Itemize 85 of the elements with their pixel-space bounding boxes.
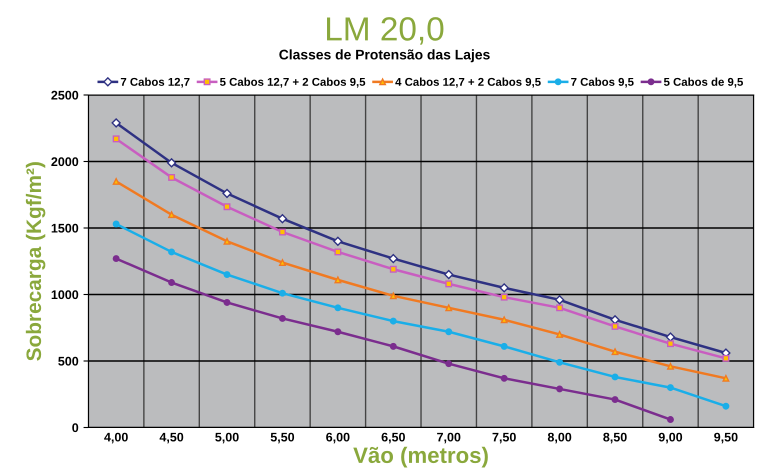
point <box>224 299 230 306</box>
legend-label: 7 Cabos 9,5 <box>571 78 634 88</box>
point <box>612 396 619 404</box>
x-tick-label: 4,50 <box>160 432 184 444</box>
point <box>334 276 342 284</box>
legend-label: 5 Cabos de 9,5 <box>664 78 743 88</box>
x-tick-label: 6,50 <box>382 432 405 444</box>
y-tick-label: 2500 <box>51 90 78 100</box>
point <box>224 238 230 245</box>
point <box>612 373 619 380</box>
x-tick-label: 7,00 <box>437 432 460 444</box>
point <box>390 266 397 273</box>
y-axis-title: Sobrecarga (Kgf/m²) <box>26 162 46 361</box>
point <box>667 416 674 423</box>
point <box>278 228 286 236</box>
point <box>334 328 342 336</box>
point <box>444 270 454 280</box>
point <box>667 362 674 370</box>
legend-label: 4 Cabos 12,7 + 2 Cabos 9,5 <box>395 78 541 88</box>
x-tick-label: 4,00 <box>104 432 128 444</box>
point <box>722 354 730 362</box>
point <box>278 259 286 266</box>
point <box>112 220 120 228</box>
point <box>168 211 176 218</box>
point <box>500 342 508 350</box>
point <box>500 316 508 324</box>
x-tick-label: 5,00 <box>215 432 239 444</box>
point <box>390 292 397 300</box>
point <box>554 295 564 304</box>
point <box>112 255 120 262</box>
x-axis-title: Vão (metros) <box>353 446 488 468</box>
point <box>278 214 288 224</box>
point <box>222 188 232 198</box>
point <box>556 358 564 366</box>
legend-label: 7 Cabos 12,7 <box>120 78 190 88</box>
x-tick-label: 6,00 <box>326 432 350 444</box>
point <box>333 236 343 246</box>
point <box>278 314 286 322</box>
x-tick-label: 8,50 <box>603 432 627 444</box>
point <box>445 304 452 312</box>
x-tick-label: 5,50 <box>270 432 294 444</box>
point <box>445 360 452 368</box>
point <box>722 402 730 410</box>
point <box>112 178 120 185</box>
point <box>390 318 397 325</box>
x-tick-label: 9,00 <box>658 432 682 444</box>
y-tick-label: 0 <box>72 423 78 432</box>
y-tick-label: 1000 <box>52 290 78 300</box>
point <box>667 384 674 392</box>
point <box>112 118 121 128</box>
point <box>500 283 509 292</box>
point <box>168 248 176 256</box>
point <box>612 348 619 356</box>
point <box>610 315 620 324</box>
point <box>388 254 398 264</box>
point <box>445 328 452 336</box>
point <box>556 385 564 392</box>
point <box>500 374 508 382</box>
point <box>556 330 564 338</box>
point <box>112 135 120 142</box>
y-tick-label: 2000 <box>51 157 78 166</box>
point <box>168 174 176 181</box>
x-tick-label: 9,50 <box>714 432 738 444</box>
x-tick-label: 8,00 <box>548 432 572 444</box>
legend-label: 5 Cabos 12,7 + 2 Cabos 9,5 <box>220 78 366 88</box>
point <box>556 304 564 312</box>
y-tick-label: 500 <box>58 356 78 366</box>
point <box>500 294 508 301</box>
point <box>667 340 674 348</box>
chart-subtitle: Classes de Protensão das Lajes <box>279 49 490 62</box>
point <box>612 322 619 330</box>
point <box>166 158 176 168</box>
point <box>390 342 397 350</box>
point <box>334 304 342 312</box>
point <box>224 271 230 278</box>
point <box>224 203 230 210</box>
point <box>722 374 730 382</box>
point <box>278 290 286 297</box>
x-tick-label: 7,50 <box>492 432 516 444</box>
chart-title: LM 20,0 <box>327 17 444 45</box>
y-tick-label: 1500 <box>52 224 78 233</box>
point <box>168 279 176 286</box>
point <box>334 248 342 256</box>
point <box>666 332 676 342</box>
point <box>445 280 452 288</box>
